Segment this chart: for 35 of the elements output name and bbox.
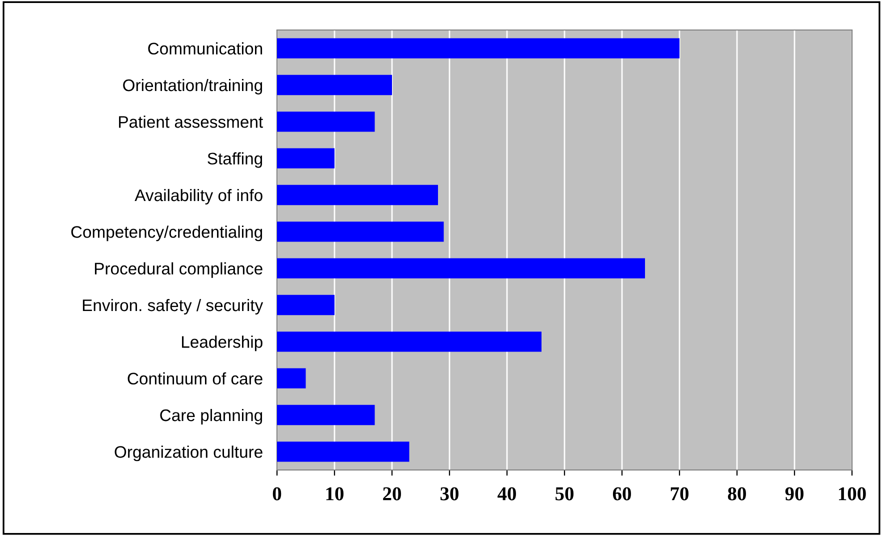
bar: [277, 404, 375, 426]
bar: [277, 184, 438, 206]
x-tick-label: 90: [785, 487, 804, 500]
x-tick-label: 80: [728, 487, 746, 500]
bar: [277, 148, 334, 168]
x-tick-label: 100: [838, 487, 866, 500]
bar: [277, 74, 392, 96]
y-tick-label: Staffing: [208, 152, 262, 168]
x-tick-label: 70: [670, 487, 688, 500]
y-tick-label: Care planning: [160, 408, 262, 424]
y-tick-label: Orientation/training: [123, 78, 262, 94]
y-tick-label: Competency/credentialing: [71, 226, 262, 242]
bar: [277, 258, 645, 278]
bar: [277, 332, 542, 352]
y-tick-label: Availability of info: [134, 188, 262, 204]
x-tick-label: 0: [272, 487, 282, 500]
y-tick-label: Procedural compliance: [94, 262, 262, 278]
y-tick-label: Environ. safety / security: [82, 298, 264, 314]
x-tick-label: 20: [383, 487, 401, 500]
bar: [277, 112, 375, 132]
x-tick-label: 10: [326, 487, 344, 500]
y-tick-label: Leadership: [182, 336, 262, 352]
x-tick-label: 50: [556, 487, 574, 500]
bar: [277, 442, 410, 462]
x-tick-label: 40: [498, 487, 516, 500]
bar: [277, 294, 334, 316]
x-tick-label: 60: [612, 487, 631, 500]
y-tick-label: Organization culture: [114, 446, 262, 462]
bar: [277, 222, 444, 242]
y-tick-label: Communication: [148, 42, 262, 55]
bar: [277, 38, 680, 58]
y-tick-label: Continuum of care: [128, 372, 262, 385]
x-tick-label: 30: [440, 487, 458, 500]
bar: [277, 368, 306, 388]
y-tick-label: Patient assessment: [119, 116, 263, 128]
